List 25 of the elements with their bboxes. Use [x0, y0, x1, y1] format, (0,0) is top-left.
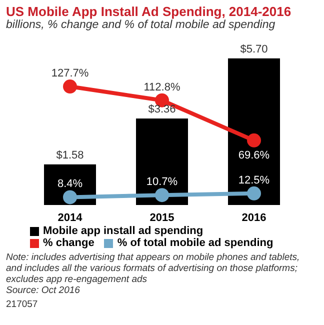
data-label: $1.58 — [56, 149, 84, 162]
data-label: 112.8% — [144, 81, 180, 94]
legend-label: Mobile app install ad spending — [42, 225, 204, 237]
point — [247, 186, 261, 200]
x-tick-label: 2014 — [58, 212, 84, 224]
data-label: $3.36 — [148, 104, 176, 116]
data-label: $5.70 — [240, 43, 268, 56]
data-label: 12.5% — [238, 174, 270, 186]
chart-title: US Mobile App Install Ad Spending, 2014-2016 — [6, 4, 292, 19]
chart-subtitle: billions, % change and % of total mobile ad spending — [6, 19, 276, 31]
data-label: 8.4% — [57, 178, 83, 190]
point — [63, 190, 77, 204]
point — [247, 133, 261, 148]
data-label: 127.7% — [51, 68, 89, 80]
legend-label: % change — [42, 237, 94, 249]
legend-label: % of total mobile ad spending — [116, 237, 274, 249]
data-label: 10.7% — [146, 176, 178, 188]
point — [63, 80, 77, 94]
point — [155, 188, 169, 202]
data-label: 69.6% — [238, 149, 270, 162]
x-tick-label: 2015 — [150, 212, 174, 224]
text: Note: includes advertising that appears on mobile phones and tablets, and includes all the various formats of advertising on those platforms; excludes app re-engagement ads — [6, 252, 301, 286]
source-note: Source: Oct 2016 — [6, 284, 81, 297]
text: 217057 — [6, 298, 39, 311]
x-tick-label: 2016 — [242, 212, 266, 224]
